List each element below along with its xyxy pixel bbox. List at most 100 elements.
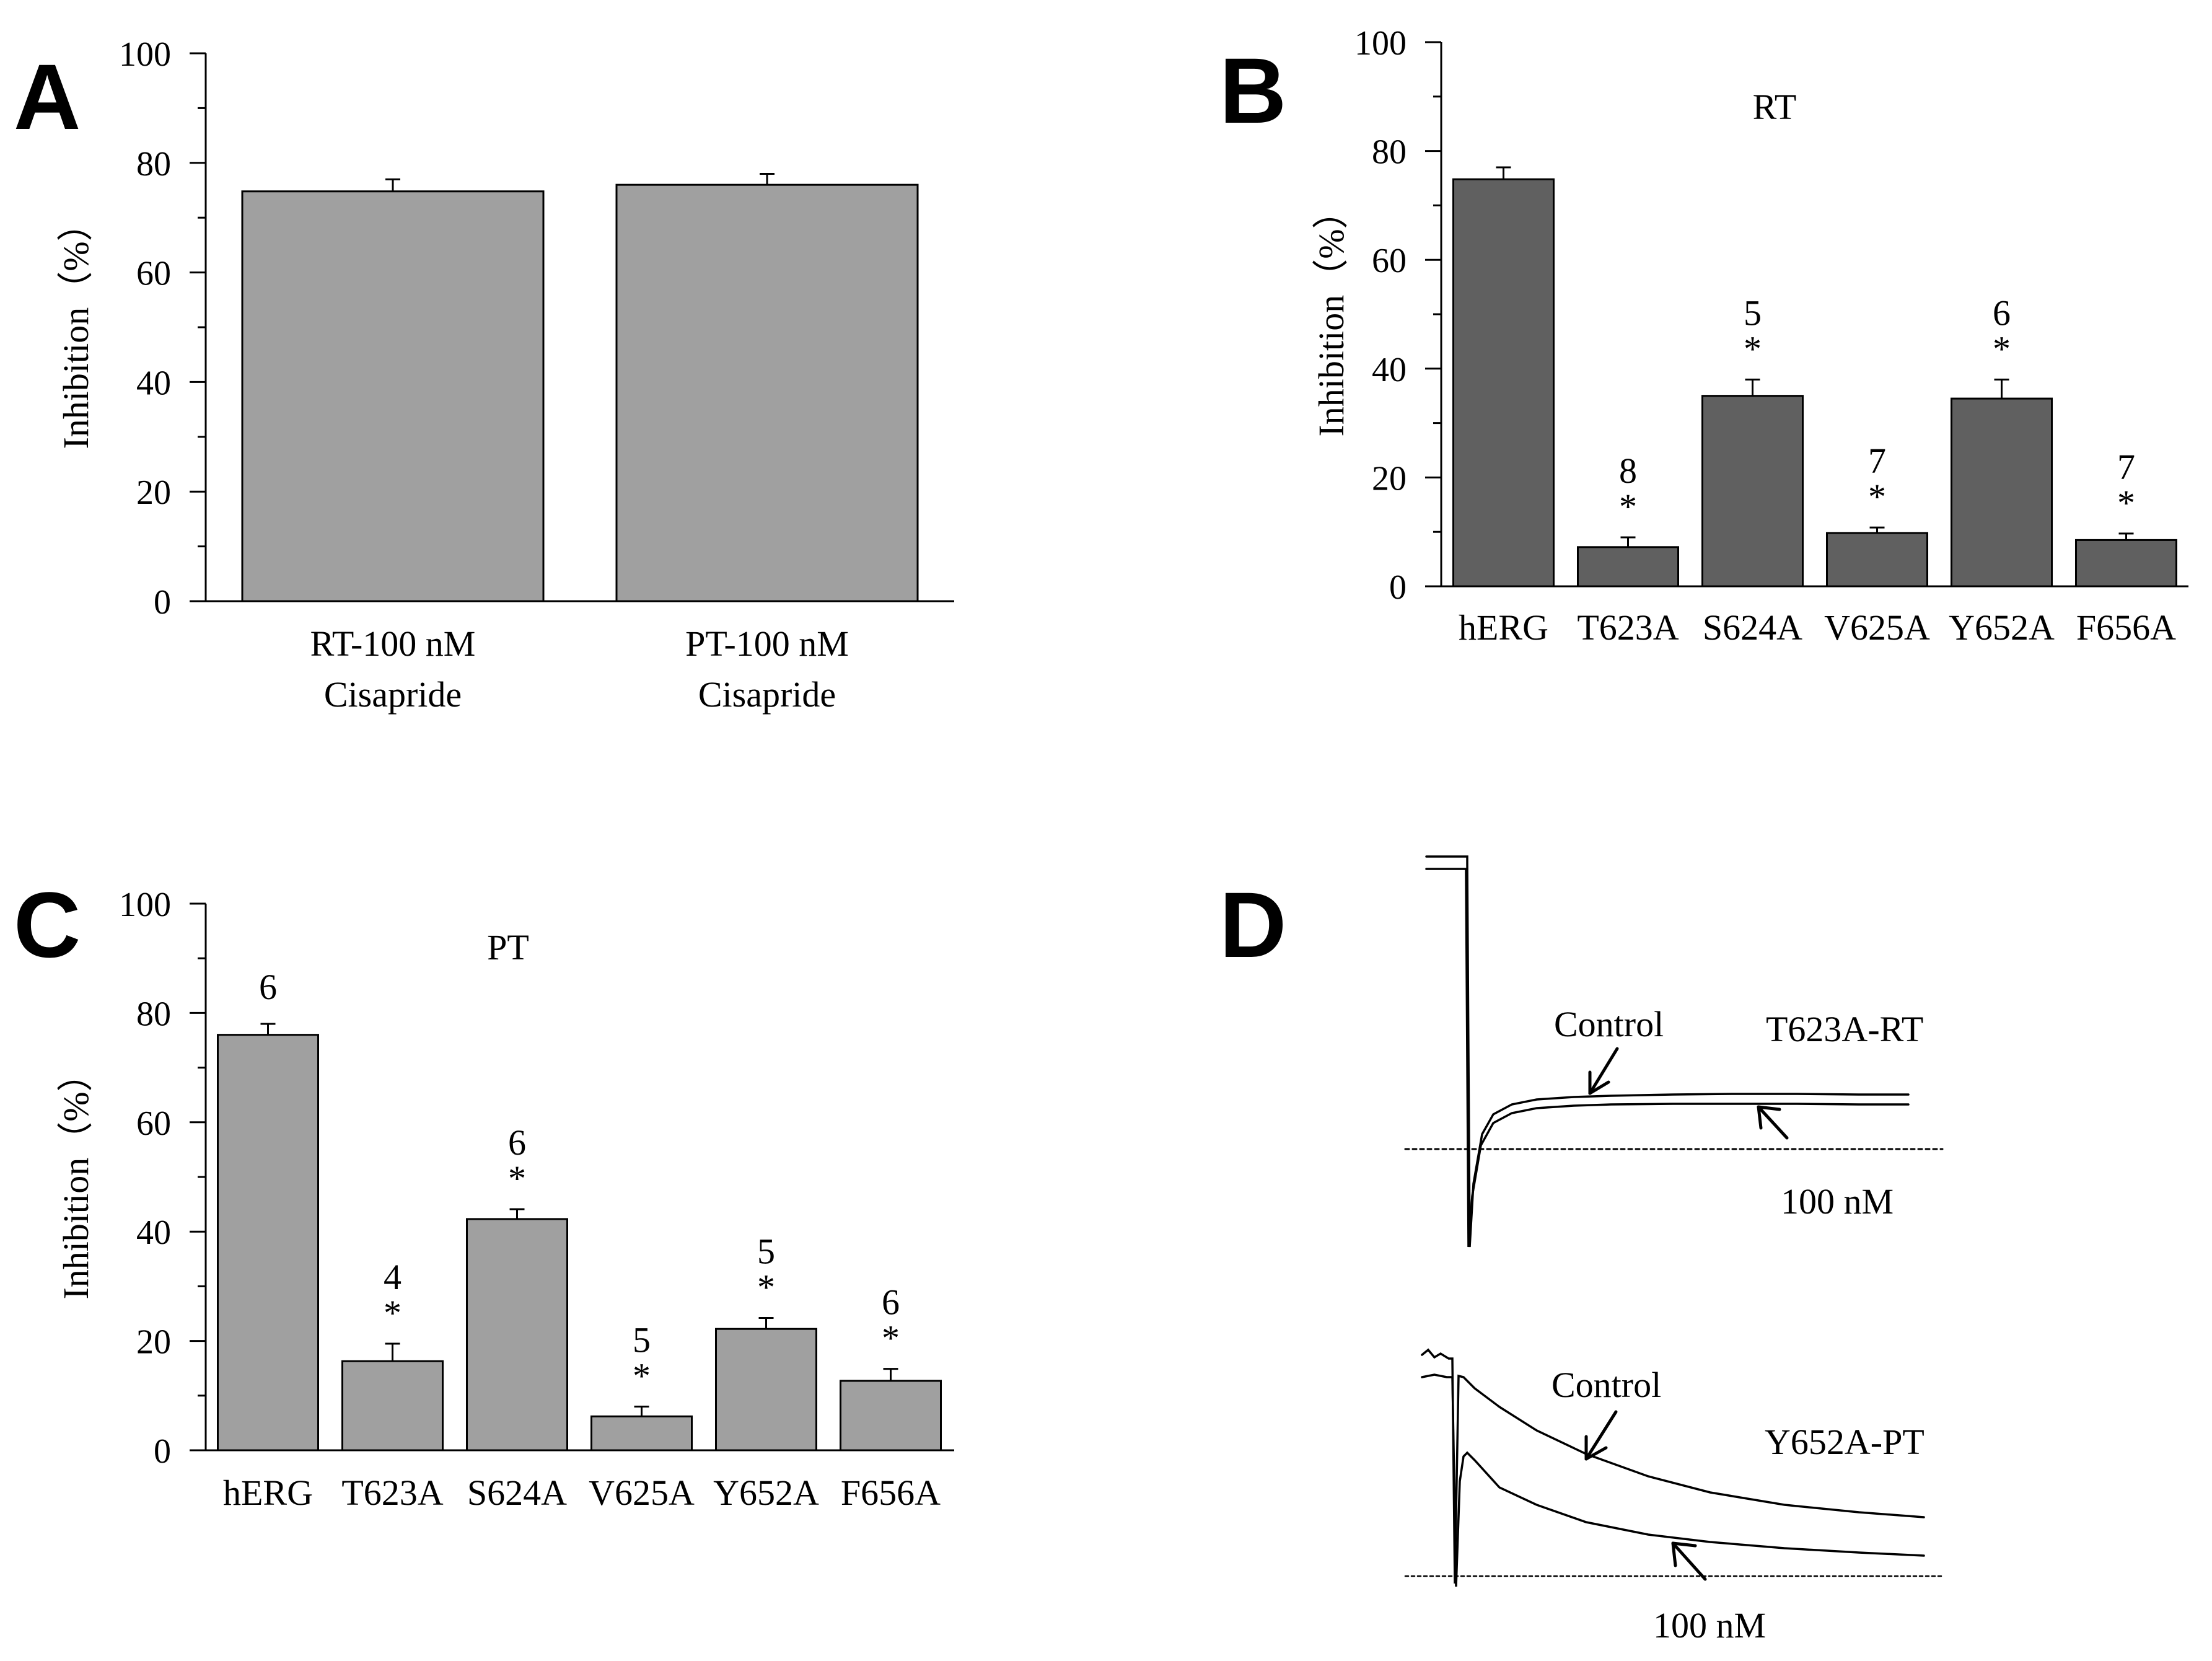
- arrow-control-top: [1588, 1047, 1619, 1095]
- n-label-b-5: 7: [2117, 447, 2135, 487]
- y-tick-label-a-3: 60: [136, 255, 171, 293]
- y-tick-label-b-3: 60: [1372, 242, 1407, 280]
- n-label-b-4: 6: [1993, 293, 2011, 333]
- n-label-c-5: 6: [882, 1282, 900, 1323]
- y-tick-label-a-4: 80: [136, 145, 171, 183]
- category-label-b-3: V625A: [1824, 607, 1930, 648]
- error-bar-c-3: [634, 1405, 649, 1417]
- category-label-c-5: F656A: [841, 1473, 941, 1513]
- y-tick-label-a-5: 100: [119, 35, 171, 74]
- chart-panel-c: 6hERG*4T623A*6S624A*5V625A*5Y652A*6F656A…: [56, 886, 954, 1513]
- error-bar-c-5: [883, 1368, 898, 1381]
- bar-b-2: [1701, 395, 1804, 588]
- drug-trace-top: [1425, 868, 1910, 1248]
- y-tick-label-b-0: 0: [1389, 568, 1407, 607]
- bar-a-1: [615, 183, 919, 602]
- y-tick-label-c-3: 60: [136, 1104, 171, 1143]
- bar-b-4: [1951, 397, 2053, 588]
- y-tick-label-a-0: 0: [154, 583, 171, 622]
- significance-star-b-3: *: [1868, 477, 1886, 517]
- category-label-a-0-line0: RT-100 nM: [310, 623, 476, 664]
- error-bar-b-5: [2118, 532, 2134, 540]
- error-bar-c-1: [385, 1342, 400, 1362]
- category-label-b-5: F656A: [2076, 607, 2176, 648]
- error-bar-b-1: [1620, 536, 1636, 547]
- n-label-b-1: 8: [1619, 451, 1637, 491]
- drug-trace-bottom: [1421, 1373, 1925, 1587]
- n-label-c-4: 5: [757, 1231, 775, 1272]
- error-bar-c-0: [260, 1023, 276, 1035]
- significance-star-b-5: *: [2117, 483, 2135, 523]
- error-bar-a-1: [760, 172, 775, 185]
- label-drug-top: 100 nM: [1781, 1181, 1894, 1222]
- panel-label-a: A: [14, 45, 81, 149]
- arrow-drug-bottom: [1671, 1541, 1707, 1581]
- category-label-a-1-line1: Cisapride: [698, 674, 836, 715]
- error-bar-b-0: [1496, 166, 1511, 180]
- chart-title-b: RT: [1753, 87, 1797, 127]
- error-bar-b-4: [1994, 378, 2009, 399]
- arrow-drug-top: [1757, 1105, 1789, 1140]
- y-tick-label-b-1: 20: [1372, 459, 1407, 498]
- y-axis-label-a: Inhibition（%）: [56, 205, 96, 449]
- category-label-c-1: T623A: [341, 1473, 443, 1513]
- bar-c-1: [341, 1360, 444, 1452]
- n-label-b-3: 7: [1868, 441, 1886, 481]
- control-trace-top: [1425, 855, 1910, 1248]
- chart-panel-a: RT-100 nM Cisapride PT-100 nM Cisapride 0 20 4…: [56, 35, 954, 715]
- significance-star-c-5: *: [882, 1318, 900, 1359]
- panel-label-d: D: [1219, 873, 1286, 977]
- error-bar-b-2: [1745, 378, 1760, 396]
- n-label-c-1: 4: [384, 1257, 402, 1297]
- bar-a-0: [241, 190, 545, 602]
- significance-star-b-2: *: [1744, 328, 1762, 369]
- label-trace-name-bottom: Y652A-PT: [1765, 1422, 1925, 1462]
- y-tick-label-c-0: 0: [154, 1432, 171, 1471]
- y-axis-label-b: Inhibition（%）: [1311, 193, 1351, 436]
- significance-star-c-1: *: [384, 1293, 402, 1333]
- significance-star-c-3: *: [633, 1355, 651, 1396]
- category-label-b-0: hERG: [1459, 607, 1548, 648]
- bar-c-4: [715, 1328, 817, 1452]
- error-bar-c-2: [509, 1208, 525, 1219]
- n-label-c-0: 6: [259, 967, 277, 1007]
- y-tick-label-c-5: 100: [119, 886, 171, 924]
- category-label-c-0: hERG: [223, 1473, 313, 1513]
- label-control-bottom: Control: [1551, 1365, 1661, 1405]
- n-label-c-3: 5: [633, 1320, 651, 1360]
- y-tick-label-b-5: 100: [1354, 24, 1407, 63]
- n-label-b-2: 5: [1744, 293, 1762, 333]
- significance-star-b-4: *: [1993, 328, 2011, 369]
- bar-c-0: [217, 1034, 319, 1452]
- y-tick-label-c-4: 80: [136, 995, 171, 1033]
- y-axis-label-c: Inhibition（%）: [56, 1055, 96, 1299]
- error-bar-c-4: [758, 1317, 774, 1329]
- control-trace-bottom: [1421, 1348, 1925, 1584]
- bar-b-5: [2075, 539, 2177, 588]
- y-tick-label-c-1: 20: [136, 1323, 171, 1362]
- category-label-c-4: Y652A: [713, 1473, 819, 1513]
- category-label-a-1-line0: PT-100 nM: [685, 623, 849, 664]
- bar-c-2: [466, 1218, 568, 1452]
- error-bar-b-3: [1869, 526, 1885, 533]
- panel-label-c: C: [14, 873, 81, 977]
- error-bar-a-0: [385, 178, 400, 192]
- bar-c-5: [840, 1380, 942, 1452]
- category-label-c-2: S624A: [467, 1473, 567, 1513]
- category-label-b-1: T623A: [1577, 607, 1679, 648]
- y-tick-label-c-2: 40: [136, 1214, 171, 1252]
- y-tick-label-b-4: 80: [1372, 133, 1407, 172]
- bar-c-3: [590, 1415, 693, 1452]
- y-tick-label-a-1: 20: [136, 474, 171, 512]
- category-label-a-0-line1: Cisapride: [324, 674, 462, 715]
- category-label-b-4: Y652A: [1949, 607, 2055, 648]
- bar-b-3: [1826, 532, 1928, 588]
- bar-b-0: [1452, 178, 1555, 588]
- y-tick-label-a-2: 40: [136, 364, 171, 402]
- label-control-top: Control: [1554, 1004, 1664, 1044]
- chart-title-c: PT: [487, 927, 529, 967]
- panel-label-b: B: [1219, 38, 1286, 143]
- significance-star-b-1: *: [1619, 487, 1637, 527]
- category-label-b-2: S624A: [1703, 607, 1802, 648]
